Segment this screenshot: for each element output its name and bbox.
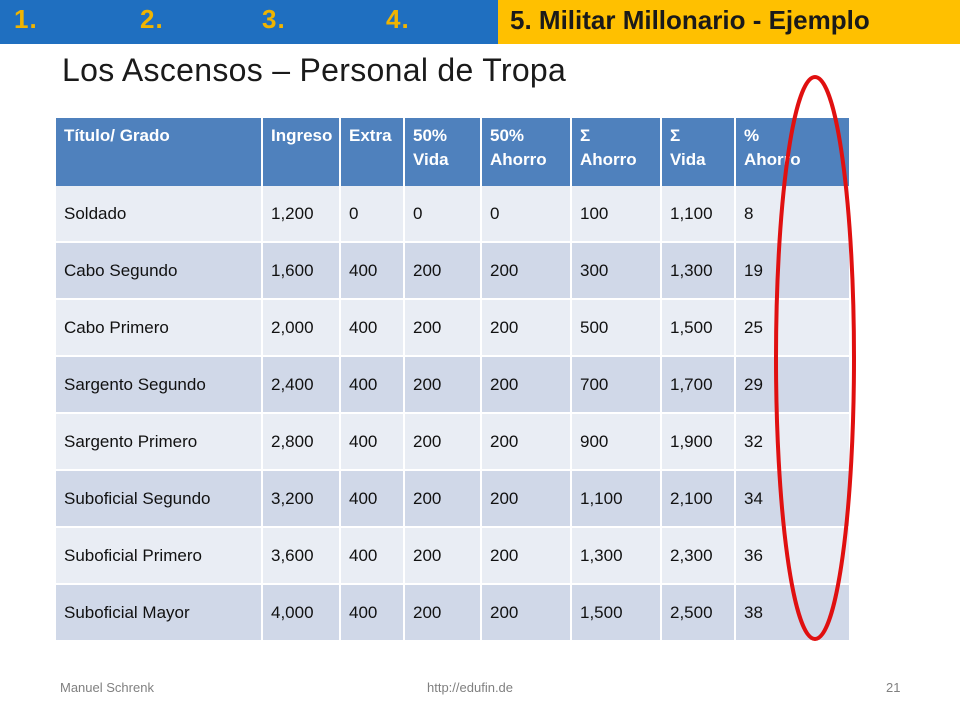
table-cell: 500: [571, 298, 662, 356]
footer-page-number: 21: [886, 680, 901, 695]
table-cell: 2,400: [262, 355, 341, 413]
table-cell: 200: [404, 469, 482, 527]
table-row: Sargento Segundo 2,400 400 200 200 700 1…: [56, 355, 851, 413]
table-row: Cabo Primero 2,000 400 200 200 500 1,500…: [56, 298, 851, 356]
section-title: 5. Militar Millonario - Ejemplo: [510, 5, 870, 35]
table-cell: 8: [735, 186, 851, 242]
table-cell: Sargento Primero: [56, 412, 263, 470]
table-cell: 200: [404, 412, 482, 470]
table-cell: 3,200: [262, 469, 341, 527]
table-cell: Suboficial Mayor: [56, 583, 263, 640]
footer-author: Manuel Schrenk: [60, 680, 154, 695]
table-cell: 2,800: [262, 412, 341, 470]
table-row: Cabo Segundo 1,600 400 200 200 300 1,300…: [56, 241, 851, 299]
table-cell: 25: [735, 298, 851, 356]
table-cell: 36: [735, 526, 851, 584]
nav-item-3[interactable]: 3.: [262, 4, 286, 34]
nav-item-1[interactable]: 1.: [14, 4, 38, 34]
table-row: Suboficial Mayor 4,000 400 200 200 1,500…: [56, 583, 851, 640]
table-row: Sargento Primero 2,800 400 200 200 900 1…: [56, 412, 851, 470]
table-cell: 1,300: [661, 241, 736, 299]
table-cell: 1,700: [661, 355, 736, 413]
table-cell: 2,000: [262, 298, 341, 356]
table-cell: 200: [481, 298, 572, 356]
table-cell: 900: [571, 412, 662, 470]
table-cell: 200: [481, 526, 572, 584]
table-cell: 2,300: [661, 526, 736, 584]
table-cell: 200: [404, 355, 482, 413]
table-cell: 300: [571, 241, 662, 299]
table-cell: 34: [735, 469, 851, 527]
header-50-vida: 50% Vida: [404, 118, 482, 186]
header-sum-ahorro: Σ Ahorro: [571, 118, 662, 186]
table-cell: 1,600: [262, 241, 341, 299]
table-cell: 3,600: [262, 526, 341, 584]
table-cell: 200: [481, 412, 572, 470]
header-ingreso: Ingreso: [262, 118, 341, 186]
table-cell: Cabo Segundo: [56, 241, 263, 299]
table-cell: Suboficial Primero: [56, 526, 263, 584]
table-cell: 1,500: [661, 298, 736, 356]
header-extra: Extra: [340, 118, 405, 186]
table-cell: 700: [571, 355, 662, 413]
table-cell: 400: [340, 355, 405, 413]
table-row: Suboficial Primero 3,600 400 200 200 1,3…: [56, 526, 851, 584]
table-cell: 400: [340, 241, 405, 299]
table-cell: Cabo Primero: [56, 298, 263, 356]
table-cell: 200: [481, 469, 572, 527]
table-cell: 200: [404, 583, 482, 640]
table-cell: 400: [340, 412, 405, 470]
table-cell: 400: [340, 469, 405, 527]
table-cell: 200: [481, 355, 572, 413]
table-cell: 100: [571, 186, 662, 242]
table-cell: 1,100: [571, 469, 662, 527]
table-cell: Suboficial Segundo: [56, 469, 263, 527]
current-section-banner: 5. Militar Millonario - Ejemplo: [498, 0, 960, 44]
nav-item-4[interactable]: 4.: [386, 4, 410, 34]
table-cell: 2,500: [661, 583, 736, 640]
table-header-row: Título/ Grado Ingreso Extra 50% Vida 50%…: [56, 118, 851, 186]
table-cell: Soldado: [56, 186, 263, 242]
table-cell: 200: [404, 241, 482, 299]
table-cell: 2,100: [661, 469, 736, 527]
table-row: Soldado 1,200 0 0 0 100 1,100 8: [56, 186, 851, 242]
ranks-table: Título/ Grado Ingreso Extra 50% Vida 50%…: [56, 118, 851, 640]
table-cell: 200: [481, 583, 572, 640]
header-pct-ahorro: % Ahorro: [735, 118, 851, 186]
table-cell: 1,900: [661, 412, 736, 470]
table-cell: 200: [404, 298, 482, 356]
header-title-grade: Título/ Grado: [56, 118, 263, 186]
table-cell: 400: [340, 526, 405, 584]
page-title: Los Ascensos – Personal de Tropa: [62, 52, 567, 88]
table-cell: Sargento Segundo: [56, 355, 263, 413]
nav-bar: 1. 2. 3. 4.: [0, 0, 498, 44]
header-50-ahorro: 50% Ahorro: [481, 118, 572, 186]
table-cell: 32: [735, 412, 851, 470]
table-cell: 0: [481, 186, 572, 242]
table-cell: 1,300: [571, 526, 662, 584]
table-cell: 200: [404, 526, 482, 584]
table-cell: 0: [404, 186, 482, 242]
table-cell: 1,500: [571, 583, 662, 640]
table-cell: 4,000: [262, 583, 341, 640]
table-cell: 1,200: [262, 186, 341, 242]
table-row: Suboficial Segundo 3,200 400 200 200 1,1…: [56, 469, 851, 527]
table-cell: 400: [340, 298, 405, 356]
table-cell: 0: [340, 186, 405, 242]
header-sum-vida: Σ Vida: [661, 118, 736, 186]
footer-url[interactable]: http://edufin.de: [427, 680, 514, 695]
table-cell: 29: [735, 355, 851, 413]
table-cell: 400: [340, 583, 405, 640]
table-cell: 200: [481, 241, 572, 299]
table-cell: 1,100: [661, 186, 736, 242]
nav-item-2[interactable]: 2.: [140, 4, 164, 34]
table-cell: 19: [735, 241, 851, 299]
table-cell: 38: [735, 583, 851, 640]
